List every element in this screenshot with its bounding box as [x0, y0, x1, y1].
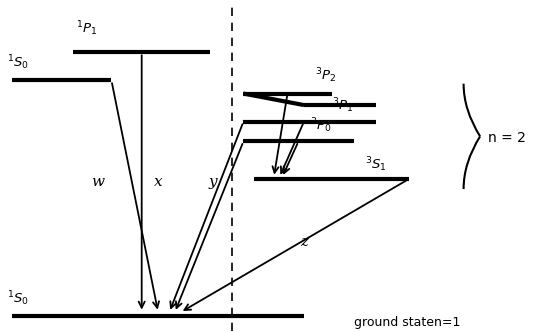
Text: ground staten=1: ground staten=1	[353, 316, 460, 329]
Text: $^1S_0$: $^1S_0$	[7, 53, 29, 72]
Text: $^3S_1$: $^3S_1$	[364, 155, 387, 174]
Text: x: x	[154, 175, 163, 190]
Text: $^1P_1$: $^1P_1$	[76, 19, 97, 38]
Text: $^3P_0$: $^3P_0$	[310, 116, 331, 135]
Text: z: z	[300, 235, 308, 249]
Text: $^3P_2$: $^3P_2$	[315, 67, 336, 85]
Text: $^1S_0$: $^1S_0$	[7, 289, 29, 307]
Text: $^3P_1$: $^3P_1$	[331, 96, 353, 115]
Text: n = 2: n = 2	[488, 131, 526, 145]
Text: y: y	[209, 175, 217, 190]
Text: w: w	[91, 175, 104, 190]
